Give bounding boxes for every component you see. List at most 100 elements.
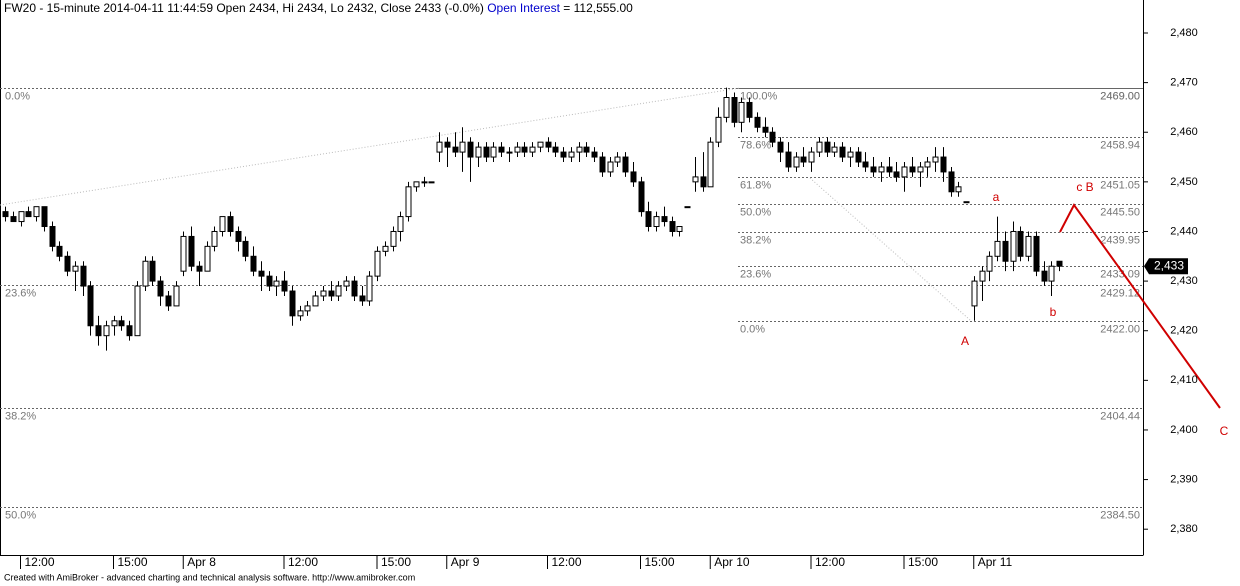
candle-body (173, 285, 180, 307)
candle-body (413, 181, 420, 188)
candle-body (700, 176, 707, 188)
candle-body (808, 151, 815, 163)
candle-body (971, 280, 978, 307)
candle-body (10, 216, 17, 223)
candle-body (126, 325, 133, 337)
x-tick-label: 12:00 (815, 555, 845, 569)
price-box (1144, 258, 1188, 275)
y-tick-label: 2,480 (1170, 27, 1198, 39)
y-tick-label: 2,440 (1170, 225, 1198, 237)
fib-pct: 23.6% (5, 287, 36, 299)
y-tick-label: 2,450 (1170, 176, 1198, 188)
x-tick-label: Apr 9 (451, 555, 480, 569)
candle-body (793, 156, 800, 168)
candle-body (583, 146, 590, 153)
candle-body (684, 206, 691, 209)
candle-body (514, 146, 521, 153)
candle-body (498, 146, 505, 153)
candle-body (800, 156, 807, 163)
fib-pct: 78.6% (740, 139, 771, 151)
candle-body (723, 97, 730, 118)
y-tick-label: 2,410 (1170, 374, 1198, 386)
oi-sep: = (563, 1, 570, 15)
candle-body (676, 226, 683, 232)
candle-body (351, 280, 358, 297)
candle-body (855, 151, 862, 163)
fib-pct: 23.6% (740, 268, 771, 280)
candle-body (149, 260, 156, 282)
candle-body (622, 156, 629, 173)
candle-body (188, 235, 195, 267)
candle-body (157, 280, 164, 297)
candle-body (41, 206, 48, 228)
fib-pct: 38.2% (5, 410, 36, 422)
candle-body (343, 280, 350, 287)
candle-body (1025, 235, 1032, 257)
candle-body (397, 216, 404, 232)
fib-layer: 0.0% 2469.00 23.6% 2429.12 38.2% 2404.44 50.0%… (0, 88, 1143, 521)
candle-body (1056, 260, 1063, 267)
y-tick-label: 2,400 (1170, 424, 1198, 436)
annotation: a (993, 190, 1000, 204)
candle-body (320, 290, 327, 297)
candle-body (266, 275, 273, 287)
fib-pct: 50.0% (5, 509, 36, 521)
fib-pct: 0.0% (5, 90, 30, 102)
candle-body (506, 151, 513, 154)
candle-body (72, 265, 79, 272)
candle-body (1002, 240, 1009, 262)
candle-body (521, 146, 528, 153)
fib-price: 2469.00 (1100, 90, 1140, 102)
candle-body (328, 290, 335, 297)
candle-body (142, 260, 149, 287)
candle-body (924, 161, 931, 168)
candle-body (746, 101, 753, 118)
annotation: b (1050, 305, 1057, 319)
fib-price: 2439.95 (1100, 234, 1140, 246)
candle-body (576, 146, 583, 153)
candle-body (1017, 230, 1024, 257)
candle-body (893, 171, 900, 178)
fib-price: 2445.50 (1100, 206, 1140, 218)
candle-body (1033, 235, 1040, 272)
candle-body (769, 131, 776, 143)
oi-value: 112,555.00 (574, 1, 633, 15)
candle-body (870, 166, 877, 173)
candle-body (49, 226, 56, 247)
candle-body (552, 146, 559, 153)
candle-body (335, 285, 342, 297)
candle-body (452, 146, 459, 153)
candle-body (475, 146, 482, 158)
fib-pct: 38.2% (740, 234, 771, 246)
candle-body (250, 255, 257, 272)
trendline (0, 87, 741, 206)
candle-body (118, 320, 125, 327)
candle-body (762, 126, 769, 133)
candle-body (18, 211, 25, 223)
candle-body (948, 171, 955, 193)
y-tick-label: 2,460 (1170, 126, 1198, 138)
candle-body (824, 141, 831, 153)
candle-body (731, 97, 738, 123)
candle-body (738, 101, 745, 123)
candle-body (1048, 265, 1055, 282)
x-tick-label: 12:00 (25, 555, 55, 569)
fib-price: 2458.94 (1100, 139, 1140, 151)
candle-body (986, 255, 993, 272)
fib-price: 2384.50 (1100, 509, 1140, 521)
candle-body (33, 206, 40, 218)
x-tick-label: 15:00 (645, 555, 675, 569)
candle-body (111, 320, 118, 327)
y-tick-label: 2,390 (1170, 473, 1198, 485)
fib-price: 2433.09 (1100, 268, 1140, 280)
candle-layer (2, 87, 1063, 351)
candle-body (707, 141, 714, 188)
header: FW20 - 15-minute 2014-04-11 11:44:59 Ope… (4, 1, 633, 15)
x-tick-label: 12:00 (552, 555, 582, 569)
candle-body (165, 295, 172, 307)
footer: Created with AmiBroker - advanced charti… (4, 572, 415, 582)
candle-body (607, 161, 614, 173)
candle-body (963, 201, 970, 204)
